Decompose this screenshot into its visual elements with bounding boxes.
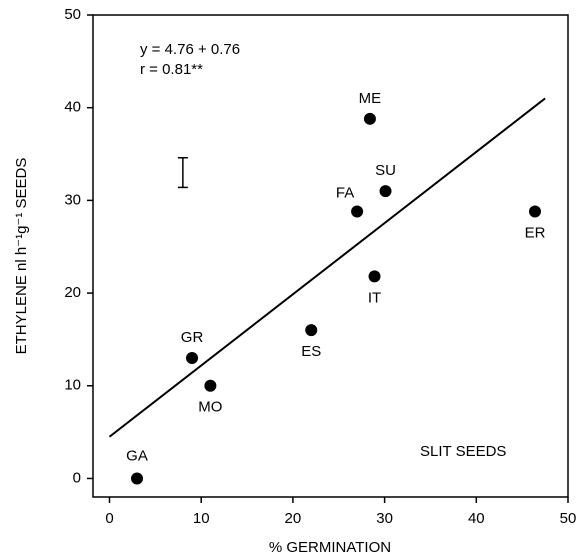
y-tick-label: 0: [73, 469, 81, 486]
x-tick-label: 50: [560, 510, 577, 527]
point-label: ER: [525, 224, 546, 241]
condition-label: SLIT SEEDS: [420, 443, 506, 460]
y-tick-label: 10: [64, 377, 81, 394]
point-label: IT: [368, 289, 381, 306]
point-label: GR: [181, 329, 204, 346]
point: [305, 324, 318, 337]
y-tick-label: 50: [64, 6, 81, 23]
error-bar: [177, 156, 188, 189]
x-axis-label: % GERMINATION: [269, 539, 391, 556]
x-tick-label: 30: [376, 510, 393, 527]
fit-line: [108, 97, 546, 438]
x-tick-label: 10: [193, 510, 210, 527]
correlation: r = 0.81**: [140, 61, 203, 78]
point: [186, 351, 199, 364]
x-tick-label: 40: [468, 510, 485, 527]
point-label: ES: [301, 343, 321, 360]
point: [363, 112, 376, 125]
y-tick-label: 20: [64, 284, 81, 301]
y-axis-label: ETHYLENE nl h⁻¹g⁻¹ SEEDS: [13, 158, 30, 355]
point-label: ME: [359, 90, 382, 107]
point-label: SU: [375, 162, 396, 179]
point: [379, 185, 392, 198]
point-label: FA: [336, 184, 354, 201]
point-label: GA: [126, 447, 148, 464]
point-label: MO: [198, 399, 222, 416]
plot-frame: [92, 14, 569, 498]
y-tick-label: 40: [64, 99, 81, 116]
point: [368, 270, 381, 283]
point: [528, 205, 541, 218]
point: [204, 379, 217, 392]
point: [131, 472, 144, 485]
x-tick-label: 0: [105, 510, 113, 527]
point: [351, 205, 364, 218]
y-tick-label: 30: [64, 191, 81, 208]
x-tick-label: 20: [285, 510, 302, 527]
equation: y = 4.76 + 0.76: [140, 41, 240, 58]
